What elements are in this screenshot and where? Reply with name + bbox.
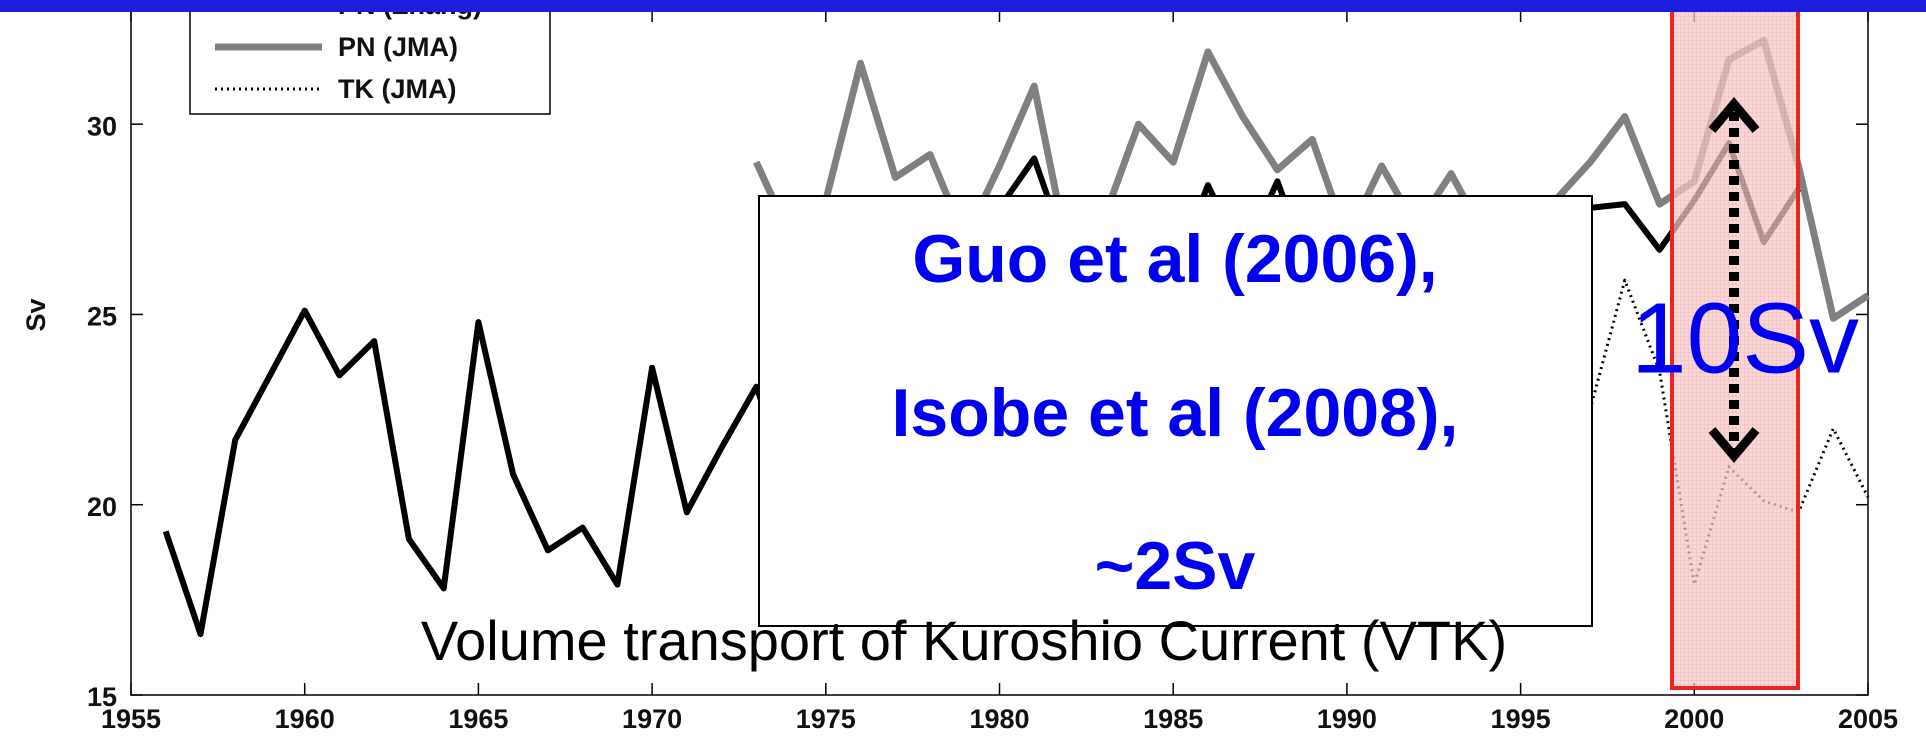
y-tick-label: 25 (87, 302, 117, 332)
caption: Volume transport of Kuroshio Current (VT… (421, 609, 1507, 672)
y-tick-label: 20 (87, 492, 117, 522)
arrow-head (1708, 427, 1760, 463)
legend: PN (Zhang)PN (JMA)TK (JMA) (189, 0, 551, 115)
legend-label: PN (JMA) (338, 32, 458, 62)
y-tick-label: 30 (87, 111, 117, 141)
x-tick-label: 1970 (622, 704, 682, 734)
annotation-line: ~2Sv (1095, 528, 1256, 604)
x-tick-label: 1995 (1491, 704, 1551, 734)
x-tick-label: 1975 (796, 704, 856, 734)
x-tick-label: 1980 (969, 704, 1029, 734)
x-tick-label: 2000 (1664, 704, 1724, 734)
x-tick-label: 1955 (101, 704, 161, 734)
y-axis-label: Sv (21, 298, 51, 331)
annotation-line: Isobe et al (2008), (892, 375, 1459, 451)
overlay: Guo et al (2006), Isobe et al (2008), ~2… (421, 0, 1859, 690)
annotation-box (758, 195, 1593, 627)
top-bar (0, 0, 1926, 12)
arrow-head (1708, 97, 1760, 133)
x-tick-label: 1965 (448, 704, 508, 734)
legend-box (189, 0, 551, 115)
x-tick-label: 1960 (275, 704, 335, 734)
x-tick-label: 1990 (1317, 704, 1377, 734)
x-tick-label: 1985 (1143, 704, 1203, 734)
annotation-line: Guo et al (2006), (912, 221, 1437, 297)
legend-label: TK (JMA) (338, 74, 456, 104)
x-tick-label: 2005 (1838, 704, 1898, 734)
highlight-label: 10Sv (1631, 282, 1859, 394)
y-tick-label: 15 (87, 682, 117, 712)
